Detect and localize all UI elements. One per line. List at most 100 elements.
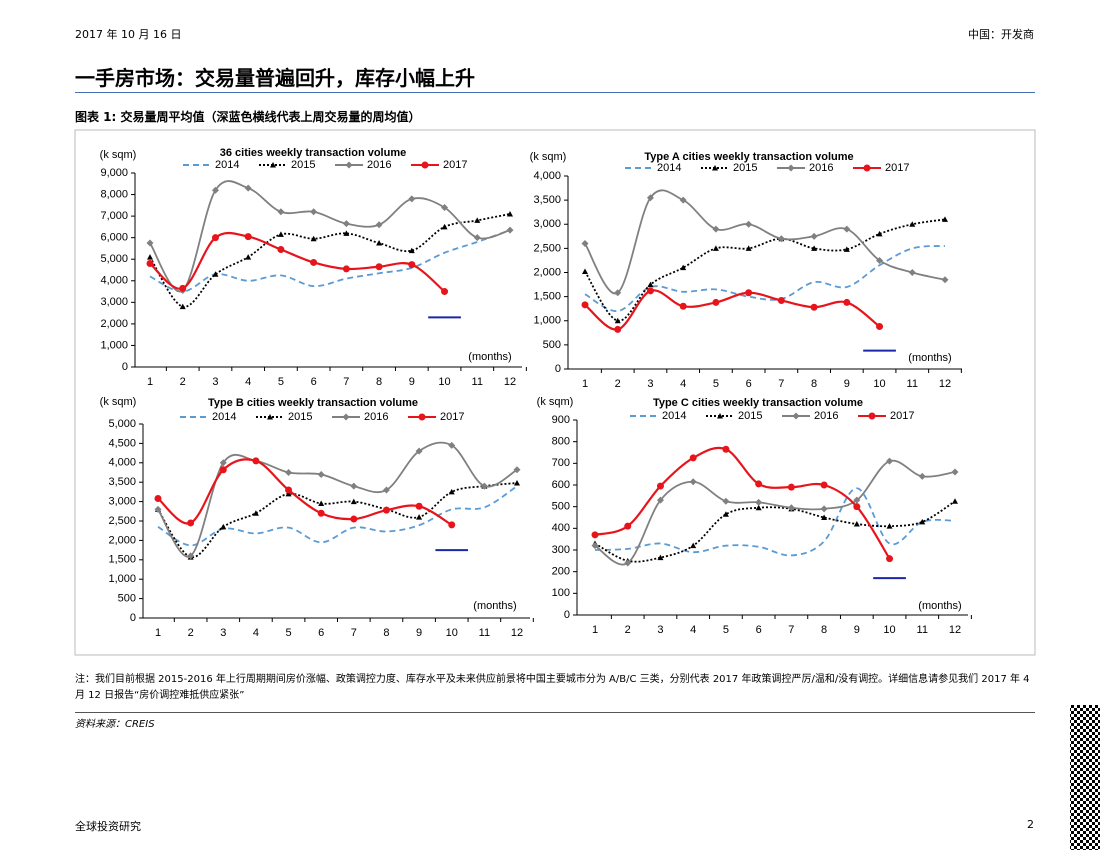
point	[722, 511, 729, 517]
x-tick-label: 8	[383, 627, 389, 639]
x-tick-label: 12	[939, 378, 951, 390]
y-tick-label: 6,000	[100, 232, 128, 244]
y-tick-label: 1,000	[100, 339, 128, 351]
x-tick-label: 7	[778, 378, 784, 390]
legend-label: 2016	[809, 162, 833, 174]
chart-title: Type B cities weekly transaction volume	[208, 397, 418, 409]
point	[187, 519, 195, 527]
x-tick-label: 6	[746, 378, 752, 390]
chart-frame	[74, 129, 1036, 656]
page-number: 2	[1027, 818, 1034, 831]
title-rule	[75, 92, 1035, 93]
x-tick-label: 12	[949, 624, 961, 636]
point	[777, 235, 785, 243]
chart-title: 36 cities weekly transaction volume	[220, 147, 406, 159]
point	[646, 287, 654, 295]
point	[179, 284, 187, 292]
point	[415, 447, 423, 455]
x-tick-label: 8	[376, 376, 382, 388]
point	[624, 559, 632, 567]
y-tick-label: 300	[552, 544, 570, 556]
point	[277, 231, 284, 237]
point	[415, 502, 423, 510]
point	[712, 165, 718, 171]
point	[614, 325, 622, 333]
point	[918, 472, 926, 480]
legend-label: 2017	[890, 410, 914, 422]
y-tick-label: 0	[130, 612, 136, 624]
point	[408, 247, 415, 254]
x-tick-label: 12	[504, 376, 516, 388]
point	[787, 164, 795, 172]
point	[647, 281, 654, 288]
point	[656, 482, 664, 490]
point	[211, 186, 219, 194]
x-tick-label: 6	[318, 627, 324, 639]
point	[421, 161, 429, 169]
point	[514, 479, 520, 486]
point	[342, 413, 350, 421]
point	[843, 246, 850, 252]
point	[441, 203, 449, 211]
point	[382, 506, 390, 514]
x-tick-label: 9	[409, 376, 415, 388]
point	[473, 234, 481, 242]
point	[376, 240, 383, 246]
y-tick-label: 800	[552, 436, 570, 448]
x-axis-label: (months)	[918, 600, 961, 612]
point	[941, 276, 949, 284]
point	[919, 518, 926, 525]
point	[821, 514, 828, 520]
point	[717, 413, 723, 419]
point	[722, 445, 730, 453]
x-tick-label: 2	[180, 376, 186, 388]
y-axis-label: (k sqm)	[100, 149, 137, 161]
point	[942, 216, 948, 222]
x-tick-label: 6	[756, 624, 762, 636]
point	[951, 468, 959, 476]
legend-label: 2014	[657, 162, 681, 174]
point	[657, 554, 664, 561]
y-tick-label: 2,500	[108, 515, 136, 527]
point	[886, 523, 893, 529]
x-tick-label: 8	[811, 378, 817, 390]
point	[146, 260, 154, 268]
point	[408, 195, 416, 203]
note: 注：我们目前根据 2015-2016 年上行周期期间房价涨幅、政策调控力度、库存…	[75, 674, 1030, 701]
y-tick-label: 4,000	[108, 457, 136, 469]
point	[342, 220, 350, 228]
legend-label: 2015	[291, 159, 315, 171]
point	[745, 245, 752, 251]
x-tick-label: 5	[723, 624, 729, 636]
point	[712, 245, 719, 251]
point	[876, 230, 883, 237]
series-line	[157, 441, 518, 558]
x-tick-label: 1	[147, 376, 153, 388]
y-tick-label: 200	[552, 566, 570, 578]
chart-title: Type A cities weekly transaction volume	[644, 151, 853, 163]
x-tick-label: 11	[907, 378, 918, 390]
point	[506, 226, 514, 234]
chart-title: Type C cities weekly transaction volume	[653, 397, 863, 409]
point	[755, 504, 762, 511]
y-tick-label: 400	[552, 522, 570, 534]
point	[441, 223, 448, 230]
x-tick-label: 7	[788, 624, 794, 636]
point	[863, 164, 871, 172]
point	[614, 317, 621, 324]
point	[285, 490, 292, 497]
point	[220, 523, 227, 530]
x-tick-label: 5	[285, 627, 291, 639]
point	[582, 268, 588, 275]
y-tick-label: 4,000	[100, 275, 128, 287]
legend-label: 2015	[733, 162, 757, 174]
x-tick-label: 3	[657, 624, 663, 636]
point	[811, 245, 818, 251]
y-tick-label: 4,000	[533, 170, 561, 182]
point	[154, 505, 162, 513]
point	[843, 225, 851, 233]
point	[310, 235, 317, 242]
point	[755, 480, 763, 488]
legend-label: 2017	[885, 162, 909, 174]
